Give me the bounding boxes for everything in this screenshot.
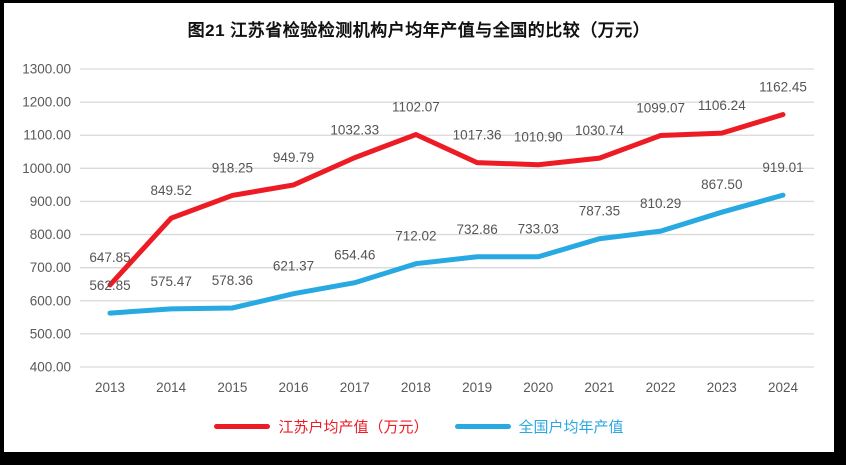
data-label-national: 787.35 <box>579 204 620 219</box>
chart-legend: 江苏户均产值（万元） 全国户均年产值 <box>4 416 834 437</box>
x-axis-tick: 2014 <box>156 380 187 395</box>
data-label-national: 919.01 <box>762 160 803 175</box>
legend-swatch-national-line <box>454 424 511 429</box>
chart-content: 图21 江苏省检验检测机构户均年产值与全国的比较（万元） 1300.00 1200… <box>4 3 834 452</box>
x-axis-tick: 2018 <box>401 380 431 395</box>
x-axis-tick: 2013 <box>95 380 125 395</box>
data-label-national: 578.36 <box>212 273 253 288</box>
data-label-jiangsu: 918.25 <box>212 160 253 175</box>
data-label-national: 810.29 <box>640 196 681 211</box>
chart-title: 图21 江苏省检验检测机构户均年产值与全国的比较（万元） <box>187 21 651 40</box>
series-line-national <box>107 192 786 316</box>
data-label-national: 621.37 <box>273 259 314 274</box>
data-label-national: 867.50 <box>701 177 742 192</box>
x-axis-tick: 2024 <box>768 380 799 395</box>
data-label-jiangsu: 1102.07 <box>392 100 440 115</box>
y-axis-tick: 500.00 <box>30 326 71 341</box>
legend-item-national: 全国户均年产值 <box>454 416 624 437</box>
data-label-jiangsu: 1010.90 <box>514 130 563 145</box>
data-label-jiangsu: 1032.33 <box>330 123 379 138</box>
data-label-jiangsu: 647.85 <box>89 250 130 265</box>
data-label-national: 562.85 <box>89 278 130 293</box>
x-axis-tick: 2020 <box>523 380 553 395</box>
legend-swatch-jiangsu-line <box>214 424 271 429</box>
x-axis-tick: 2022 <box>646 380 676 395</box>
y-axis-tick: 400.00 <box>30 360 71 375</box>
y-axis-tick: 800.00 <box>30 227 71 242</box>
y-axis-tick: 700.00 <box>30 260 71 275</box>
data-label-jiangsu: 1099.07 <box>636 101 685 116</box>
line-chart: 1300.00 1200.00 1100.00 1000.00 900.00 800.00… <box>22 62 814 395</box>
data-label-national: 654.46 <box>334 248 375 263</box>
x-axis-tick: 2016 <box>279 380 309 395</box>
y-axis-tick: 900.00 <box>30 194 71 209</box>
y-axis-tick: 1200.00 <box>22 95 71 110</box>
data-label-national: 712.02 <box>395 229 436 244</box>
data-label-jiangsu: 1030.74 <box>575 123 624 138</box>
x-axis-tick: 2015 <box>217 380 247 395</box>
data-label-jiangsu: 1106.24 <box>698 98 746 113</box>
legend-item-jiangsu: 江苏户均产值（万元） <box>214 416 429 437</box>
series-line-jiangsu <box>107 112 786 288</box>
x-axis-tick: 2017 <box>340 380 370 395</box>
data-label-jiangsu: 849.52 <box>151 183 192 198</box>
y-axis-tick: 1300.00 <box>22 62 71 77</box>
y-axis-tick: 600.00 <box>30 293 71 308</box>
y-axis-tick: 1100.00 <box>23 128 71 143</box>
data-label-jiangsu: 1162.45 <box>759 80 807 95</box>
x-axis-tick: 2021 <box>584 380 614 395</box>
data-label-jiangsu: 949.79 <box>273 150 314 165</box>
legend-label-national: 全国户均年产值 <box>518 419 624 436</box>
x-axis-tick: 2023 <box>707 380 737 395</box>
data-label-national: 575.47 <box>151 274 192 289</box>
data-label-jiangsu: 1017.36 <box>453 128 502 143</box>
y-axis-tick: 1000.00 <box>22 161 71 176</box>
data-label-national: 732.86 <box>456 222 497 237</box>
x-axis-tick: 2019 <box>462 380 492 395</box>
data-label-national: 733.03 <box>518 222 559 237</box>
legend-label-jiangsu: 江苏户均产值（万元） <box>278 419 429 436</box>
